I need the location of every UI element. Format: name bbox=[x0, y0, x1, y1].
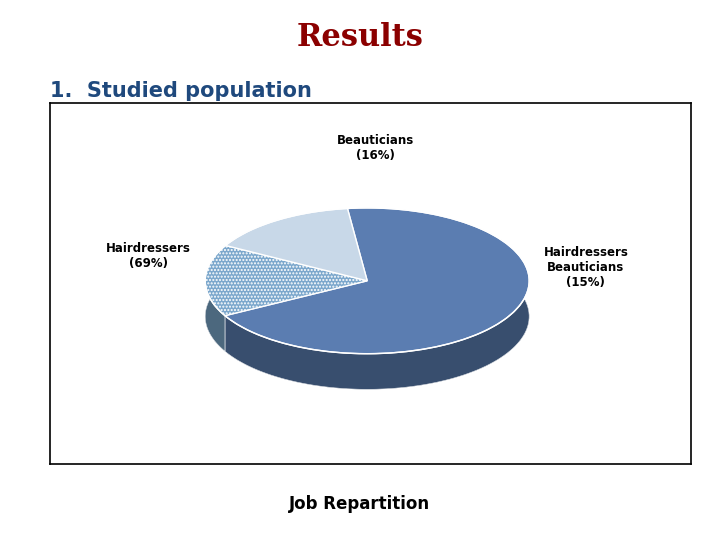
Polygon shape bbox=[225, 208, 367, 281]
Polygon shape bbox=[225, 208, 529, 389]
Polygon shape bbox=[205, 246, 367, 316]
Polygon shape bbox=[225, 208, 348, 281]
Polygon shape bbox=[205, 246, 225, 352]
Text: Hairdressers
(69%): Hairdressers (69%) bbox=[106, 242, 191, 271]
Polygon shape bbox=[225, 208, 529, 354]
Text: 1.  Studied population: 1. Studied population bbox=[50, 81, 312, 101]
Text: Hairdressers
Beauticians
(15%): Hairdressers Beauticians (15%) bbox=[544, 246, 629, 289]
Text: Results: Results bbox=[297, 22, 423, 52]
Text: Beauticians
(16%): Beauticians (16%) bbox=[337, 134, 414, 162]
Ellipse shape bbox=[205, 244, 529, 389]
Text: Job Repartition: Job Repartition bbox=[289, 495, 431, 513]
